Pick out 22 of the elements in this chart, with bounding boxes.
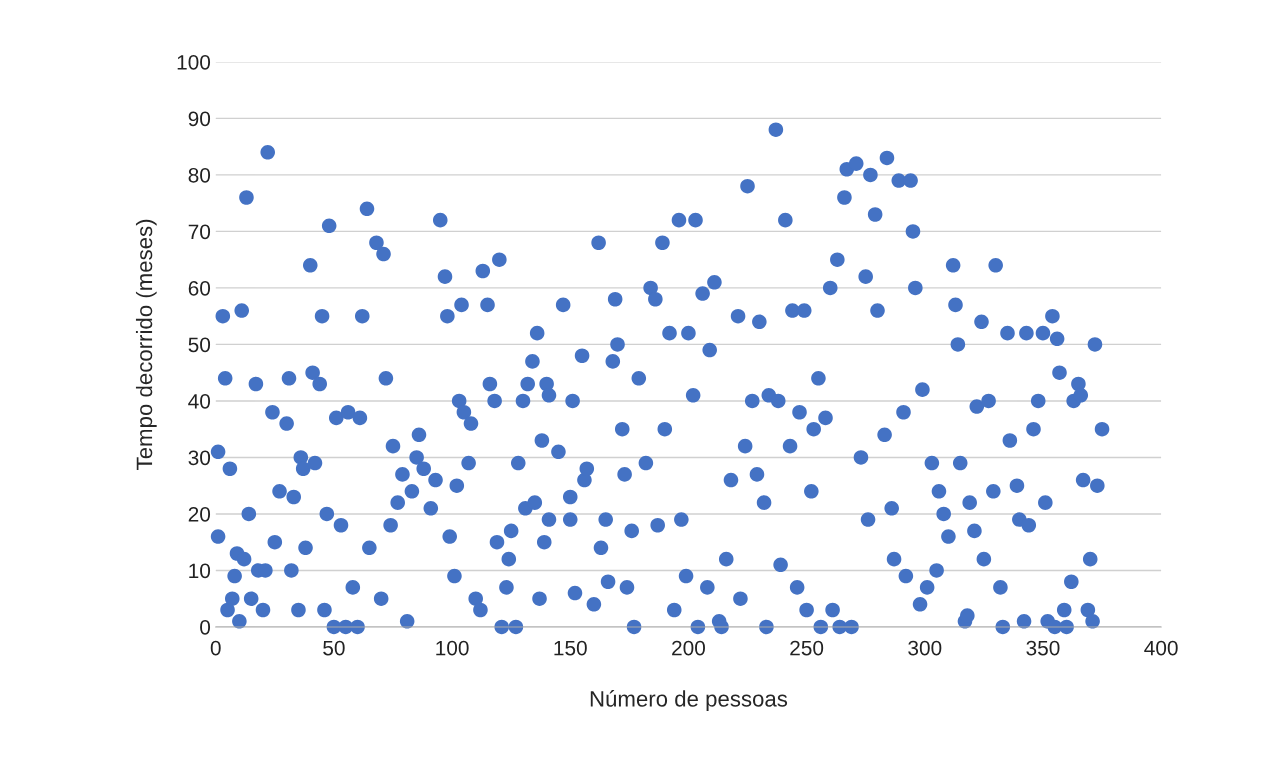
y-tick-label: 60 (188, 280, 211, 296)
y-tick-label: 90 (188, 111, 211, 127)
y-tick-label: 10 (189, 563, 211, 579)
x-tick-label: 350 (1026, 640, 1060, 656)
y-tick-label: 30 (188, 450, 211, 466)
y-tick-label: 100 (177, 54, 211, 70)
y-axis-title: Tempo decorrido (meses) (135, 219, 157, 470)
x-tick-label: 300 (908, 640, 942, 656)
x-tick-label: 50 (323, 640, 345, 656)
y-tick-label: 0 (200, 619, 211, 635)
x-tick-label: 0 (210, 640, 221, 656)
x-tick-label: 400 (1144, 640, 1178, 656)
y-tick-label: 70 (188, 224, 211, 240)
x-tick-label: 100 (436, 640, 469, 656)
y-tick-label: 20 (188, 506, 211, 522)
y-tick-label: 80 (188, 167, 211, 183)
x-tick-label: 150 (554, 640, 587, 656)
x-axis-title: Número de pessoas (590, 690, 788, 712)
x-tick-label: 200 (672, 640, 705, 656)
y-tick-label: 50 (188, 337, 211, 353)
y-tick-label: 40 (188, 393, 211, 409)
x-tick-label: 250 (790, 640, 824, 656)
